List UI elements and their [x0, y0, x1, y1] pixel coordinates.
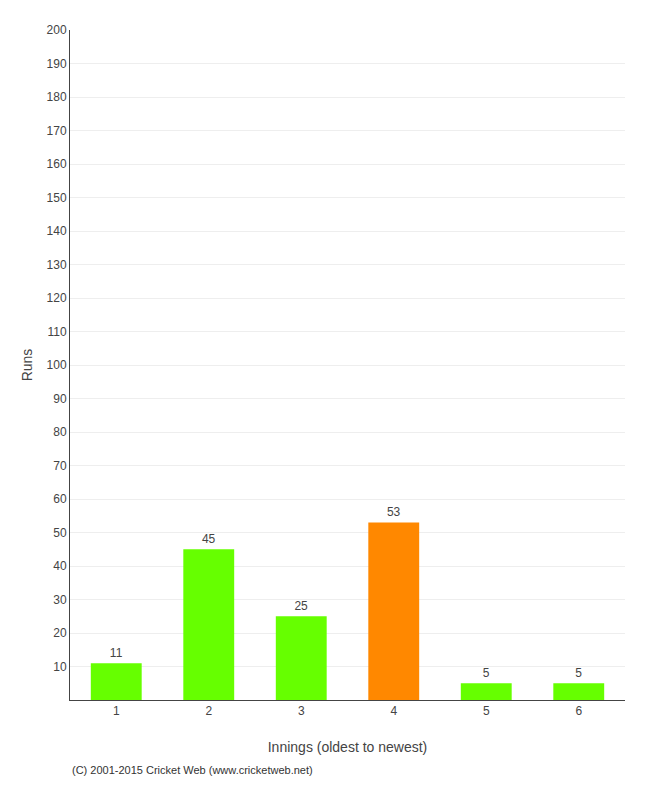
- svg-text:100: 100: [47, 358, 67, 372]
- svg-text:30: 30: [53, 593, 67, 607]
- svg-text:53: 53: [387, 505, 401, 519]
- svg-text:60: 60: [53, 492, 67, 506]
- svg-text:5: 5: [483, 666, 490, 680]
- svg-text:5: 5: [483, 704, 490, 718]
- svg-text:130: 130: [47, 258, 67, 272]
- svg-text:1: 1: [113, 704, 120, 718]
- svg-text:45: 45: [202, 532, 216, 546]
- svg-text:20: 20: [53, 626, 67, 640]
- svg-text:3: 3: [298, 704, 305, 718]
- svg-text:140: 140: [47, 224, 67, 238]
- svg-text:200: 200: [47, 23, 67, 37]
- svg-text:110: 110: [47, 325, 66, 339]
- svg-text:5: 5: [575, 666, 582, 680]
- svg-text:Runs: Runs: [19, 349, 35, 382]
- svg-text:4: 4: [390, 704, 397, 718]
- svg-text:(C) 2001-2015 Cricket Web (www: (C) 2001-2015 Cricket Web (www.cricketwe…: [72, 764, 313, 776]
- svg-text:25: 25: [294, 599, 308, 613]
- svg-text:2: 2: [205, 704, 212, 718]
- svg-text:80: 80: [53, 425, 67, 439]
- svg-text:160: 160: [47, 157, 67, 171]
- svg-text:170: 170: [47, 124, 67, 138]
- svg-text:50: 50: [53, 526, 67, 540]
- svg-text:90: 90: [53, 392, 67, 406]
- svg-text:70: 70: [53, 459, 67, 473]
- svg-text:40: 40: [53, 559, 67, 573]
- svg-text:Innings (oldest to newest): Innings (oldest to newest): [268, 739, 428, 755]
- svg-text:11: 11: [110, 646, 123, 660]
- svg-text:180: 180: [47, 90, 67, 104]
- svg-text:150: 150: [47, 191, 67, 205]
- svg-text:6: 6: [575, 704, 582, 718]
- svg-text:10: 10: [53, 660, 67, 674]
- svg-text:120: 120: [47, 291, 67, 305]
- svg-text:190: 190: [47, 57, 67, 71]
